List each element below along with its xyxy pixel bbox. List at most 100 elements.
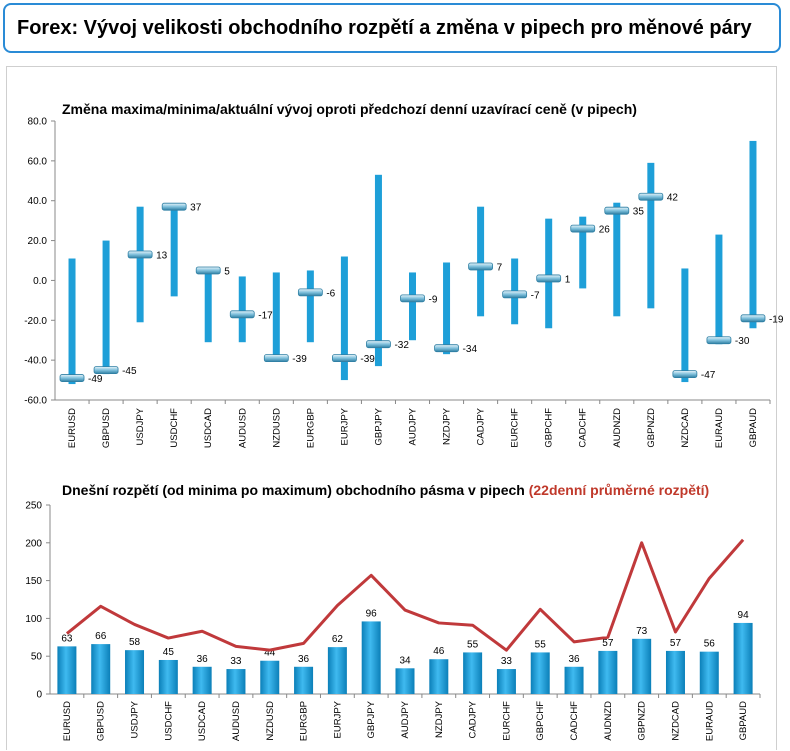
chart2-category-label-audjpy: AUDJPY	[400, 700, 411, 738]
chart1-data-label-gbpusd: -45	[122, 366, 137, 377]
chart1-current-marker-nzdjpy	[434, 344, 459, 353]
chart2-data-label-usdjpy: 58	[129, 637, 141, 648]
chart1-y-tick-label: -20.0	[24, 316, 47, 327]
chart1-current-marker-audusd	[229, 310, 255, 319]
chart2-category-label-audusd: AUDUSD	[231, 701, 242, 741]
chart2-bar-audjpy	[395, 668, 415, 694]
chart2-bar-usdchf	[158, 659, 178, 694]
charts-panel	[6, 66, 777, 750]
chart1-category-label-euraud: EURAUD	[714, 408, 725, 448]
chart2-data-label-eurgbp: 36	[298, 654, 310, 665]
chart1-category-label-gbpjpy: GBPJPY	[373, 407, 384, 445]
chart1-y-tick-label: 80.0	[28, 117, 48, 128]
chart1-data-label-gbpjpy: -32	[394, 340, 409, 351]
chart1-category-label-eurjpy: EURJPY	[339, 407, 350, 445]
chart1-current-marker-nzdcad	[672, 370, 698, 378]
chart1-range-bar-eurjpy	[340, 256, 348, 381]
chart1-data-label-eurgbp: -6	[326, 288, 335, 299]
chart1-current-marker-eurchf	[502, 290, 528, 299]
chart2-data-label-gbpnzd: 73	[636, 626, 648, 637]
chart2-y-tick-label: 250	[25, 501, 42, 512]
chart1-data-label-eurusd: -49	[88, 374, 103, 385]
chart1-range-bar-eurusd	[68, 258, 76, 385]
chart1-data-label-usdjpy: 13	[156, 251, 168, 262]
chart2-data-label-nzdjpy: 46	[433, 646, 445, 657]
chart2-bar-gbpjpy	[361, 621, 381, 694]
chart1-data-label-nzdusd: -39	[292, 354, 307, 365]
chart2-category-label-cadjpy: CADJPY	[468, 700, 479, 738]
chart1-data-label-cadjpy: 7	[497, 262, 503, 273]
chart1-range-bar-gbpjpy	[374, 174, 382, 367]
chart2-title-main: Dnešní rozpětí (od minima po maximum) ob…	[62, 482, 525, 498]
chart2-data-label-cadchf: 36	[568, 654, 580, 665]
chart2-bar-eurjpy	[327, 647, 347, 694]
chart1-range-bar-gbpaud	[749, 140, 757, 329]
chart1-range-bar-euraud	[715, 234, 723, 345]
chart2-bar-cadjpy	[463, 652, 483, 694]
chart1-range-bar-nzdcad	[681, 268, 689, 383]
chart1-title: Změna maxima/minima/aktuální vývoj oprot…	[62, 101, 637, 117]
chart2-average-line	[65, 538, 745, 652]
chart1-data-label-eurjpy: -39	[360, 354, 375, 365]
chart2-bar-usdjpy	[125, 650, 145, 694]
chart1-current-marker-eurgbp	[297, 288, 323, 297]
chart1-data-label-audnzd: 35	[633, 207, 645, 218]
chart2-bar-audusd	[226, 669, 246, 694]
chart1-y-tick-label: 60.0	[28, 156, 48, 167]
chart2-data-label-nzdcad: 57	[670, 638, 682, 649]
chart2-y-tick-label: 200	[25, 538, 42, 549]
chart1-range-bar-eurgbp	[306, 270, 314, 343]
chart2-title: Dnešní rozpětí (od minima po maximum) ob…	[62, 482, 709, 498]
chart2-bar-eurchf	[496, 669, 516, 694]
chart2-data-label-gbpaud: 94	[738, 610, 750, 621]
chart1-category-label-cadchf: CADCHF	[578, 408, 589, 448]
chart2-title-highlight: (22denní průměrné rozpětí)	[529, 482, 709, 498]
chart2-y-tick-label: 150	[25, 576, 42, 587]
chart1-current-marker-usdjpy	[127, 250, 153, 259]
chart2-category-label-eurchf: EURCHF	[501, 701, 512, 741]
chart1-category-label-usdjpy: USDJPY	[135, 407, 146, 445]
chart1-data-label-eurchf: -7	[531, 290, 540, 301]
chart1-range-bar-gbpchf	[545, 218, 553, 329]
chart1-data-label-nzdcad: -47	[701, 370, 716, 381]
chart1-range-bar-nzdjpy	[443, 262, 451, 355]
chart2-data-label-gbpchf: 55	[535, 639, 547, 650]
chart1-range-bar-usdjpy	[136, 206, 144, 323]
chart1-current-marker-gbpusd	[93, 366, 119, 375]
chart1-range-bar-audjpy	[409, 272, 416, 341]
chart1-current-marker-gbpnzd	[638, 192, 664, 201]
chart1-y-tick-label: 40.0	[28, 196, 48, 207]
chart1-range-bar-cadjpy	[477, 206, 485, 317]
chart2-bar-nzdjpy	[429, 659, 449, 694]
chart2-category-label-gbpaud: GBPAUD	[738, 701, 749, 741]
chart1-category-label-audjpy: AUDJPY	[408, 407, 419, 445]
chart1-data-label-gbpaud: -19	[769, 314, 784, 325]
chart1-current-marker-audnzd	[604, 206, 630, 215]
chart2-category-label-eurgbp: EURGBP	[299, 701, 310, 741]
chart2-category-label-gbpnzd: GBPNZD	[637, 701, 648, 741]
chart1-category-label-usdcad: USDCAD	[203, 408, 214, 448]
chart2-bar-gbpchf	[530, 652, 550, 694]
chart2-bar-eurusd	[57, 646, 77, 694]
chart1-current-marker-gbpjpy	[366, 340, 391, 349]
chart1-category-label-usdchf: USDCHF	[169, 408, 180, 448]
chart1-data-label-cadchf: 26	[599, 225, 611, 236]
chart1-y-tick-label: 0.0	[33, 276, 47, 287]
page-title: Forex: Vývoj velikosti obchodního rozpět…	[17, 17, 752, 39]
chart2-category-label-eurusd: EURUSD	[62, 701, 73, 741]
chart1-current-marker-eurusd	[59, 374, 85, 382]
chart1-data-label-nzdjpy: -34	[463, 344, 478, 355]
chart1-data-label-gbpchf: 1	[565, 274, 571, 285]
chart1-category-label-eurusd: EURUSD	[67, 408, 78, 448]
chart1-category-label-eurchf: EURCHF	[510, 408, 521, 448]
chart2-data-label-audjpy: 34	[399, 655, 411, 666]
chart1-current-marker-eurjpy	[332, 354, 357, 363]
chart2-category-label-audnzd: AUDNZD	[603, 701, 614, 741]
chart2-category-label-nzdusd: NZDUSD	[265, 701, 276, 741]
chart1-y-tick-label: -60.0	[24, 396, 47, 407]
chart1-current-marker-nzdusd	[263, 354, 289, 363]
chart2-category-label-euraud: EURAUD	[704, 701, 715, 741]
chart2-bar-gbpaud	[733, 622, 753, 694]
chart1-category-label-gbpchf: GBPCHF	[544, 408, 555, 448]
